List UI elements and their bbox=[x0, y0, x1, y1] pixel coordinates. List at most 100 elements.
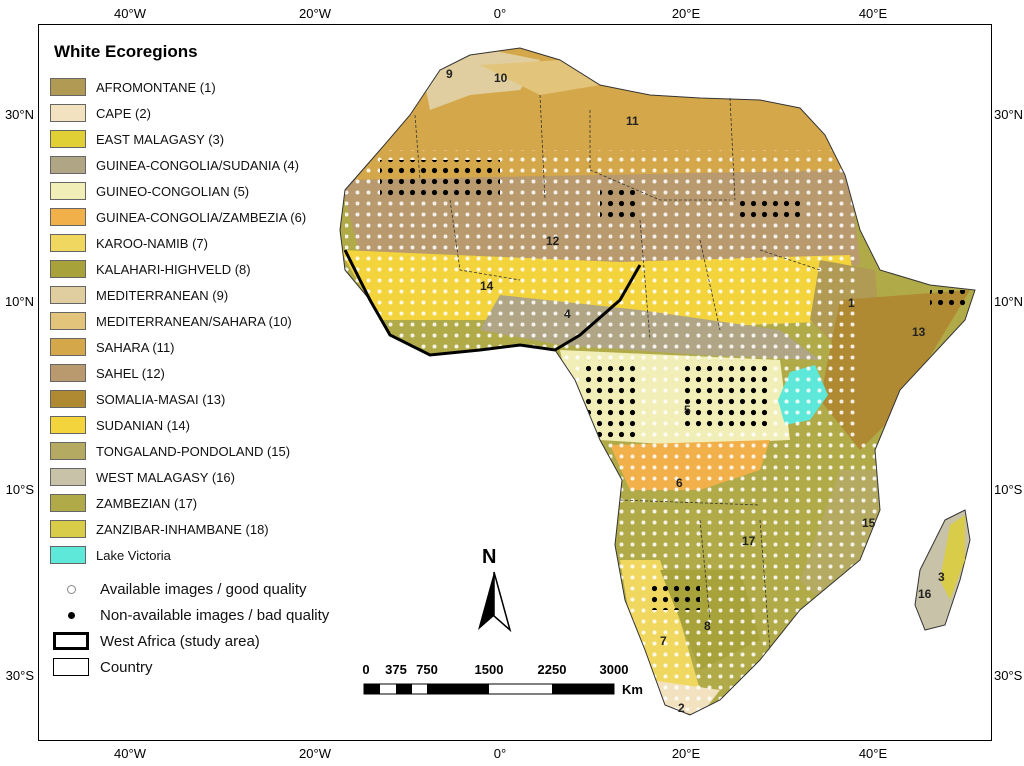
scale-tick: 375 bbox=[385, 662, 407, 677]
legend-swatch bbox=[50, 130, 86, 148]
region-number: 4 bbox=[564, 307, 571, 321]
scale-tick: 3000 bbox=[599, 662, 629, 677]
bottom-tick-label: 20°W bbox=[299, 746, 331, 761]
legend-item-label: SOMALIA-MASAI (13) bbox=[96, 391, 226, 407]
legend-item: CAPE (2) bbox=[50, 100, 380, 126]
region-number: 14 bbox=[480, 279, 494, 293]
legend-swatch bbox=[50, 234, 86, 252]
bottom-tick-label: 40°W bbox=[114, 746, 146, 761]
left-tick-label: 10°N bbox=[4, 294, 34, 309]
open-circle-icon bbox=[66, 584, 76, 594]
legend-symbol-label: Non-available images / bad quality bbox=[100, 606, 330, 624]
bottom-tick-label: 20°E bbox=[671, 746, 701, 761]
legend-symbol-label: West Africa (study area) bbox=[100, 632, 260, 650]
legend-swatch bbox=[50, 182, 86, 200]
top-tick-label: 20°E bbox=[671, 6, 701, 21]
legend-title: White Ecoregions bbox=[54, 42, 198, 61]
legend-item-label: AFROMONTANE (1) bbox=[96, 79, 216, 95]
legend-swatch bbox=[50, 260, 86, 278]
legend-items: AFROMONTANE (1) CAPE (2) EAST MALAGASY (3)… bbox=[50, 74, 380, 568]
africa-map: 9 10 11 12 14 4 5 1 13 6 17 15 3 16 7 8 … bbox=[339, 47, 976, 716]
bottom-tick-label: 0° bbox=[493, 746, 507, 761]
legend-item-label: GUINEA-CONGOLIA/ZAMBEZIA (6) bbox=[96, 209, 307, 225]
right-tick-label: 30°N bbox=[994, 107, 1024, 122]
legend-item-label: KALAHARI-HIGHVELD (8) bbox=[96, 261, 251, 277]
legend-swatch bbox=[50, 442, 86, 460]
legend-symbol-country: Country bbox=[50, 654, 380, 680]
region-number: 1 bbox=[848, 296, 855, 310]
top-tick-label: 20°W bbox=[299, 6, 331, 21]
right-tick-label: 10°S bbox=[994, 482, 1023, 497]
region-number: 10 bbox=[494, 71, 508, 85]
legend-item: SAHEL (12) bbox=[50, 360, 380, 386]
scale-tick: 0 bbox=[362, 662, 370, 677]
legend-symbol-study-area: West Africa (study area) bbox=[50, 628, 380, 654]
left-tick-label: 10°S bbox=[5, 482, 34, 497]
region-number: 11 bbox=[626, 114, 639, 128]
legend-item: SAHARA (11) bbox=[50, 334, 380, 360]
legend-symbol-label: Country bbox=[100, 658, 153, 676]
legend-item: SOMALIA-MASAI (13) bbox=[50, 386, 380, 412]
right-tick-label: 30°S bbox=[994, 668, 1023, 683]
region-number: 17 bbox=[742, 534, 756, 548]
scale-tick: 750 bbox=[416, 662, 438, 677]
legend-item-label: ZAMBEZIAN (17) bbox=[96, 495, 198, 511]
country-borders bbox=[414, 94, 821, 651]
left-tick-label: 30°N bbox=[4, 107, 34, 122]
legend-swatch bbox=[50, 286, 86, 304]
legend-item: MEDITERRANEAN/SAHARA (10) bbox=[50, 308, 380, 334]
region-number: 5 bbox=[684, 403, 691, 417]
filled-circle-icon bbox=[67, 611, 75, 619]
north-arrow-icon bbox=[478, 571, 512, 632]
legend: White Ecoregions AFROMONTANE (1) CAPE (2)… bbox=[50, 42, 380, 680]
legend-item: EAST MALAGASY (3) bbox=[50, 126, 380, 152]
left-tick-label: 30°S bbox=[5, 668, 34, 683]
legend-item: ZAMBEZIAN (17) bbox=[50, 490, 380, 516]
legend-swatch bbox=[50, 364, 86, 382]
region-number: 9 bbox=[446, 67, 453, 81]
region-number: 16 bbox=[918, 587, 932, 601]
legend-item: KALAHARI-HIGHVELD (8) bbox=[50, 256, 380, 282]
scale-tick: 1500 bbox=[474, 662, 504, 677]
top-tick-label: 40°E bbox=[858, 6, 888, 21]
madagascar-east bbox=[940, 515, 965, 600]
study-area-outline bbox=[343, 249, 642, 357]
legend-swatch bbox=[50, 156, 86, 174]
right-tick-label: 10°N bbox=[994, 294, 1024, 309]
legend-item-label: MEDITERRANEAN (9) bbox=[96, 287, 229, 303]
legend-item-label: GUINEO-CONGOLIAN (5) bbox=[96, 183, 250, 199]
legend-item-label: TONGALAND-PONDOLAND (15) bbox=[96, 443, 291, 459]
region-number: 12 bbox=[546, 234, 560, 248]
thin-box-icon bbox=[53, 658, 89, 676]
legend-item-label: KAROO-NAMIB (7) bbox=[96, 235, 208, 251]
legend-item-label: SAHARA (11) bbox=[96, 339, 175, 355]
legend-swatch bbox=[50, 494, 86, 512]
region-number: 6 bbox=[676, 476, 683, 490]
legend-swatch bbox=[50, 546, 86, 564]
top-tick-label: 0° bbox=[493, 6, 507, 21]
legend-item-label: SUDANIAN (14) bbox=[96, 417, 190, 433]
legend-swatch bbox=[50, 78, 86, 96]
legend-swatch bbox=[50, 390, 86, 408]
thick-box-icon bbox=[53, 632, 89, 650]
legend-swatch bbox=[50, 312, 86, 330]
legend-item-label: GUINEA-CONGOLIA/SUDANIA (4) bbox=[96, 157, 299, 173]
legend-item-label: WEST MALAGASY (16) bbox=[96, 469, 235, 485]
region-number: 13 bbox=[912, 325, 926, 339]
legend-swatch bbox=[50, 338, 86, 356]
legend-item-label: SAHEL (12) bbox=[96, 365, 165, 381]
scale-tick: 2250 bbox=[537, 662, 567, 677]
legend-item-label: EAST MALAGASY (3) bbox=[96, 131, 225, 147]
legend-swatch bbox=[50, 104, 86, 122]
legend-item: TONGALAND-PONDOLAND (15) bbox=[50, 438, 380, 464]
region-number: 15 bbox=[862, 516, 876, 530]
legend-item-label: MEDITERRANEAN/SAHARA (10) bbox=[96, 313, 292, 329]
legend-item: GUINEA-CONGOLIA/SUDANIA (4) bbox=[50, 152, 380, 178]
legend-item-label: ZANZIBAR-INHAMBANE (18) bbox=[96, 521, 269, 537]
region-number: 7 bbox=[660, 634, 667, 648]
legend-item-label: CAPE (2) bbox=[96, 105, 151, 121]
legend-swatch bbox=[50, 208, 86, 226]
north-label: N bbox=[482, 546, 497, 568]
legend-swatch bbox=[50, 468, 86, 486]
legend-item: AFROMONTANE (1) bbox=[50, 74, 380, 100]
